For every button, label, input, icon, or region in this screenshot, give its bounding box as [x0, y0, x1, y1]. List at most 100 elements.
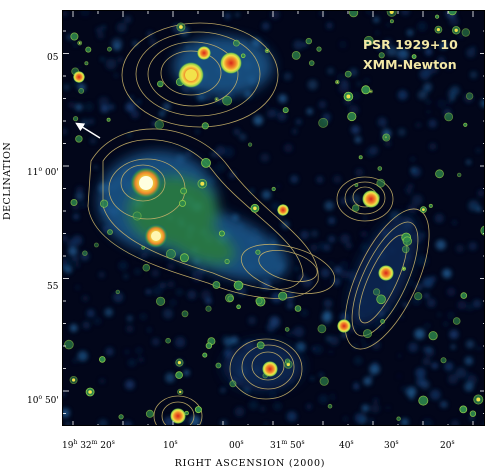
faint-source — [434, 14, 440, 19]
faint-source-core — [389, 11, 394, 14]
noise-blob — [457, 300, 467, 310]
noise-blob — [151, 269, 160, 277]
faint-source-core — [436, 28, 440, 32]
noise-blob — [360, 338, 364, 342]
noise-blob — [471, 46, 475, 50]
noise-blob — [84, 102, 94, 112]
noise-blob — [310, 244, 318, 252]
faint-source — [435, 169, 444, 179]
noise-blob — [386, 23, 391, 27]
faint-source-core — [72, 378, 76, 382]
noise-blob — [330, 393, 334, 397]
noise-blob — [377, 44, 383, 51]
faint-source — [78, 88, 85, 94]
faint-source — [318, 117, 329, 128]
noise-blob — [477, 189, 484, 197]
noise-blob — [397, 90, 408, 100]
noise-blob — [353, 384, 359, 390]
noise-blob — [426, 109, 431, 114]
noise-blob — [174, 336, 186, 348]
faint-sources — [64, 11, 484, 421]
noise-blob — [295, 342, 306, 352]
noise-blob — [74, 262, 80, 268]
faint-source — [107, 229, 113, 236]
noise-blob — [414, 328, 426, 340]
faint-source — [376, 294, 386, 305]
y-tick-05: 05 — [47, 53, 59, 63]
noise-blob — [201, 290, 211, 301]
noise-blob — [127, 315, 133, 322]
noise-blob — [197, 93, 205, 102]
noise-blob — [451, 344, 456, 349]
noise-blob — [266, 323, 276, 332]
faint-source — [465, 92, 474, 100]
noise-blob — [364, 78, 370, 83]
faint-source — [222, 95, 233, 106]
noise-blob — [397, 374, 402, 378]
noise-blob — [351, 91, 361, 101]
faint-source — [418, 395, 429, 406]
noise-blob — [417, 21, 427, 32]
faint-source — [201, 122, 209, 130]
faint-source — [480, 225, 484, 236]
noise-blob — [422, 357, 431, 366]
noise-blob — [63, 391, 66, 397]
noise-blob — [99, 378, 105, 384]
faint-source — [156, 296, 166, 306]
image-subtitle: XMM-Newton — [363, 57, 457, 72]
noise-blob — [73, 43, 78, 47]
noise-blob — [370, 403, 380, 413]
noise-blob — [108, 104, 115, 110]
noise-blob — [113, 292, 124, 303]
noise-blob — [415, 122, 422, 128]
noise-blob — [291, 330, 295, 335]
noise-blob — [435, 239, 446, 250]
noise-blob — [384, 140, 391, 147]
noise-blob — [162, 102, 171, 111]
noise-blob — [264, 422, 269, 425]
noise-blob — [290, 175, 299, 184]
faint-source-core — [454, 28, 458, 32]
noise-blob — [355, 168, 364, 177]
noise-blob — [400, 418, 409, 425]
faint-source — [361, 85, 371, 95]
faint-source — [106, 117, 111, 122]
noise-blob — [449, 16, 459, 26]
faint-source — [227, 295, 234, 302]
noise-blob — [184, 150, 192, 158]
noise-blob — [260, 153, 270, 163]
noise-blob — [466, 340, 475, 349]
noise-blob — [424, 322, 431, 329]
faint-source — [154, 119, 165, 130]
noise-blob — [408, 342, 419, 353]
noise-blob — [442, 268, 452, 279]
noise-blob — [363, 377, 372, 386]
noise-blob — [361, 404, 370, 412]
noise-blob — [324, 310, 332, 318]
x-tick-30s: 30s — [384, 439, 399, 451]
faint-source — [378, 52, 385, 59]
noise-blob — [326, 22, 333, 29]
noise-blob — [407, 189, 412, 195]
noise-blob — [286, 301, 294, 309]
noise-blob — [451, 420, 460, 425]
noise-blob — [398, 54, 407, 63]
faint-source — [256, 341, 265, 350]
noise-blob — [307, 79, 318, 90]
noise-blob — [417, 90, 427, 100]
noise-blob — [264, 103, 269, 108]
noise-blob — [399, 314, 404, 319]
noise-blob — [343, 416, 348, 422]
noise-blob — [73, 213, 79, 220]
noise-blob — [73, 358, 77, 363]
faint-source — [376, 178, 386, 188]
faint-source — [396, 416, 401, 421]
noise-blob — [400, 11, 410, 16]
noise-blob — [423, 293, 430, 299]
faint-source — [461, 28, 470, 37]
faint-source — [181, 310, 189, 318]
noise-blob — [437, 99, 447, 109]
noise-blob — [275, 184, 281, 189]
noise-blob — [331, 396, 335, 400]
noise-blob — [422, 418, 433, 425]
